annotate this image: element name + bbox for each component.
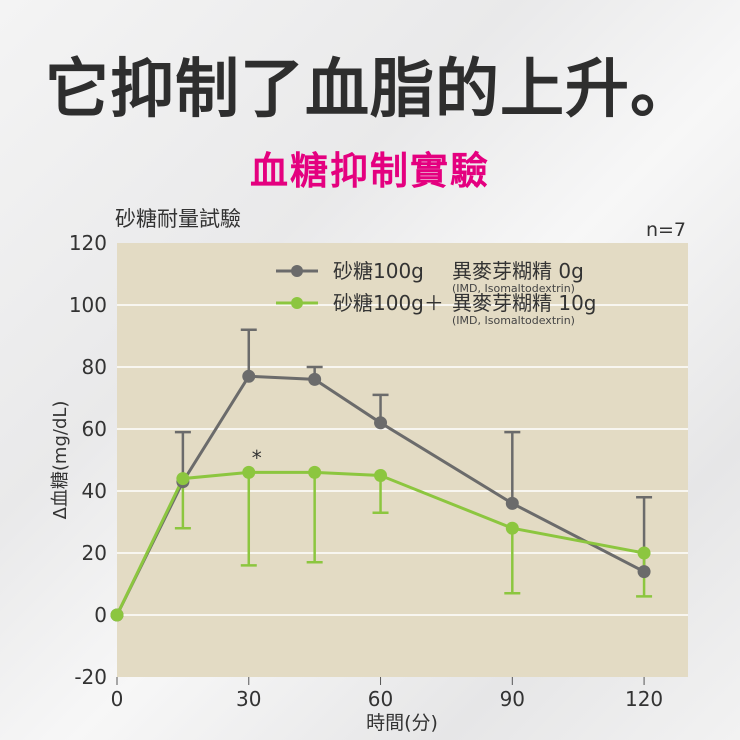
legend: 砂糖100g 異麥芽糊精 0g (IMD, Isomaltodextrin) 砂… [276,259,597,327]
y-tick-label: 20 [82,541,107,565]
y-tick-label: 120 [69,231,107,255]
data-point-1 [242,465,256,479]
x-tick-label: 60 [368,687,393,711]
significance-marker: * [252,446,262,470]
data-point-0 [242,369,256,383]
plot-background [117,243,688,677]
data-point-1 [176,472,190,486]
x-tick-label: 0 [111,687,124,711]
legend-marker-control [291,265,303,277]
n-label: n=7 [646,219,686,241]
data-point-0 [374,416,388,430]
data-point-0 [505,496,519,510]
y-tick-label: -20 [74,665,107,689]
x-tick-label: 120 [625,687,663,711]
data-point-1 [308,465,322,479]
legend-label-treatment-1: 砂糖100g＋ [333,291,444,315]
chart-title: 砂糖耐量試驗 [115,207,241,231]
y-tick-label: 40 [82,479,107,503]
headline: 它抑制了血脂的上升。 [45,53,695,127]
data-point-1 [374,469,388,482]
x-axis-label: 時間(分) [366,712,438,734]
legend-note-treatment: (IMD, Isomaltodextrin) [452,314,575,327]
data-point-0 [637,565,651,579]
y-tick-label: 60 [82,417,107,441]
legend-label-control-2: 異麥芽糊精 0g [452,259,584,283]
legend-label-treatment-2: 異麥芽糊精 10g [452,291,597,315]
data-point-1 [505,521,519,535]
legend-marker-treatment [291,297,303,309]
legend-note-control: (IMD, Isomaltodextrin) [452,282,575,295]
y-axis-label: Δ血糖(mg/dL) [50,401,71,520]
data-point-0 [308,372,322,386]
data-point-1 [637,546,651,560]
y-tick-label: 0 [94,603,107,627]
x-tick-label: 90 [500,687,525,711]
legend-label-control-1: 砂糖100g [333,259,424,283]
x-tick-label: 30 [236,687,261,711]
y-tick-label: 100 [69,293,107,317]
chart-subheading: 血糖抑制實驗 [249,149,490,193]
y-tick-label: 80 [82,355,107,379]
data-point-1 [110,608,124,622]
